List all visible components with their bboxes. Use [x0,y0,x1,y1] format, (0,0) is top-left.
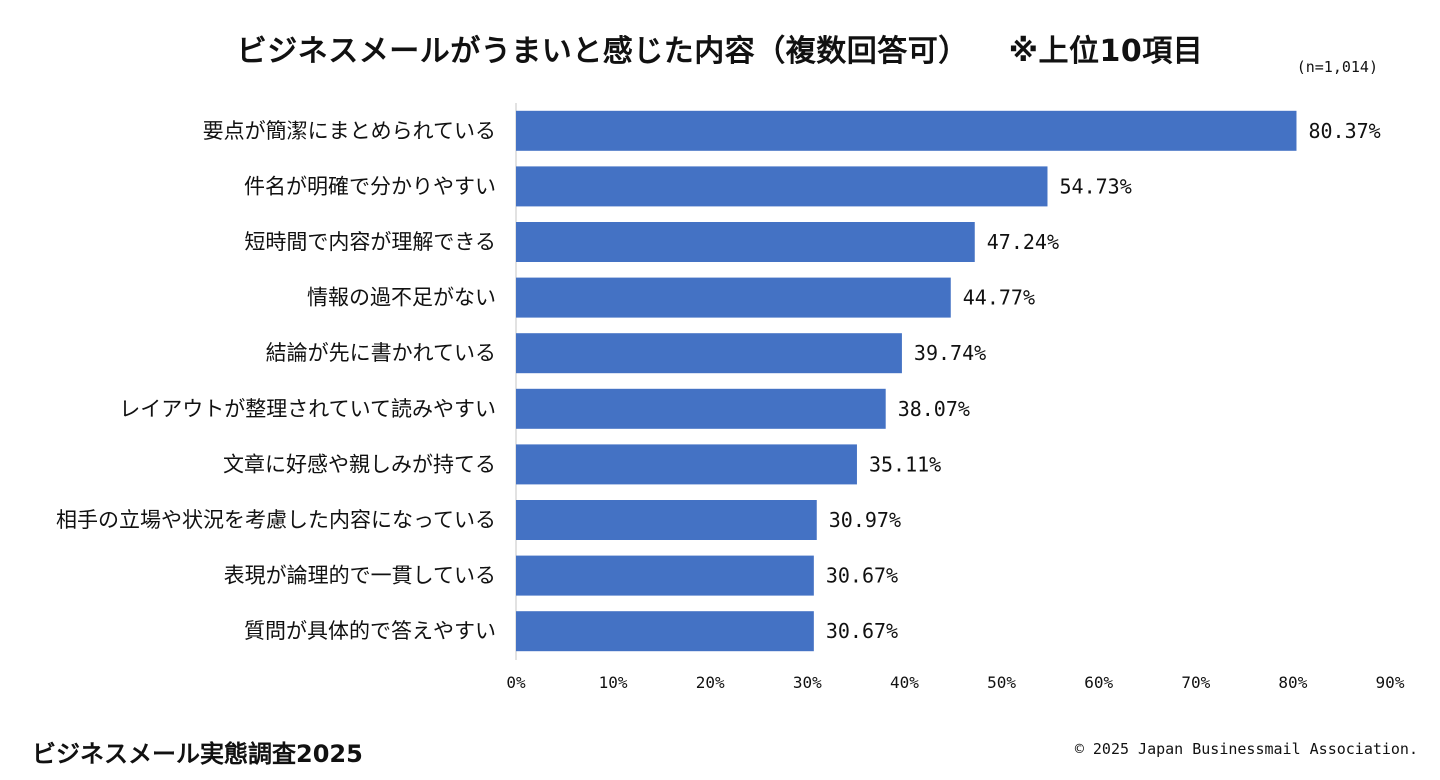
value-label: 30.97% [829,508,901,532]
survey-source: ビジネスメール実態調査2025 [32,740,363,768]
value-label: 35.11% [869,452,941,476]
value-label: 44.77% [963,286,1035,310]
x-tick-label: 70% [1181,673,1210,692]
bar [516,166,1048,207]
value-label: 54.73% [1059,174,1131,198]
x-tick-label: 0% [506,673,526,692]
value-label: 30.67% [826,564,898,588]
bar [516,500,817,540]
chart-subtitle: ※上位10項目 [1008,34,1204,69]
bar [516,444,857,485]
bar [516,222,975,262]
category-label: 情報の過不足がない [307,286,496,310]
x-tick-label: 80% [1278,673,1307,692]
copyright: © 2025 Japan Businessmail Association. [1074,740,1418,758]
category-label: 表現が論理的で一貫している [224,564,496,588]
category-label: 相手の立場や状況を考慮した内容になっている [56,508,496,532]
category-label: 件名が明確で分かりやすい [244,174,496,198]
category-label: 要点が簡潔にまとめられている [203,119,496,143]
bar [516,277,951,318]
x-tick-label: 90% [1376,673,1405,692]
category-label: レイアウトが整理されていて読みやすい [119,397,496,421]
chart-title-main: ビジネスメールがうまいと感じた内容（複数回答可） [236,34,969,69]
bar [516,333,902,374]
value-label: 30.67% [826,619,898,643]
value-label: 39.74% [914,341,986,365]
sample-size: (n=1,014) [1296,58,1378,76]
bar [516,611,814,652]
x-tick-label: 20% [696,673,725,692]
x-tick-label: 50% [987,673,1016,692]
bars-group: 要点が簡潔にまとめられている 80.37% 件名が明確で分かりやすい 54.73% 短時… [56,103,1405,692]
value-label: 80.37% [1308,119,1380,143]
bar [516,555,814,596]
x-tick-label: 10% [599,673,628,692]
chart-title: ビジネスメールがうまいと感じた内容（複数回答可） ※上位10項目 [0,26,1440,70]
x-tick-label: 30% [793,673,822,692]
value-label: 47.24% [987,230,1059,254]
x-tick-label: 40% [890,673,919,692]
bar [516,110,1297,151]
x-tick-label: 60% [1084,673,1113,692]
value-label: 38.07% [898,397,970,421]
category-label: 文章に好感や親しみが持てる [223,452,496,476]
category-label: 短時間で内容が理解できる [244,230,496,254]
category-label: 質問が具体的で答えやすい [244,619,496,643]
bar [516,388,886,429]
category-label: 結論が先に書かれている [266,341,496,365]
